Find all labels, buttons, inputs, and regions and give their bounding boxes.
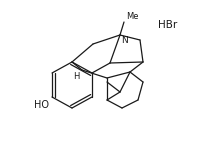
- Text: N: N: [121, 36, 128, 45]
- Text: Me: Me: [126, 12, 138, 21]
- Text: HO: HO: [34, 100, 49, 110]
- Text: H: H: [74, 72, 80, 81]
- Text: HBr: HBr: [158, 20, 177, 30]
